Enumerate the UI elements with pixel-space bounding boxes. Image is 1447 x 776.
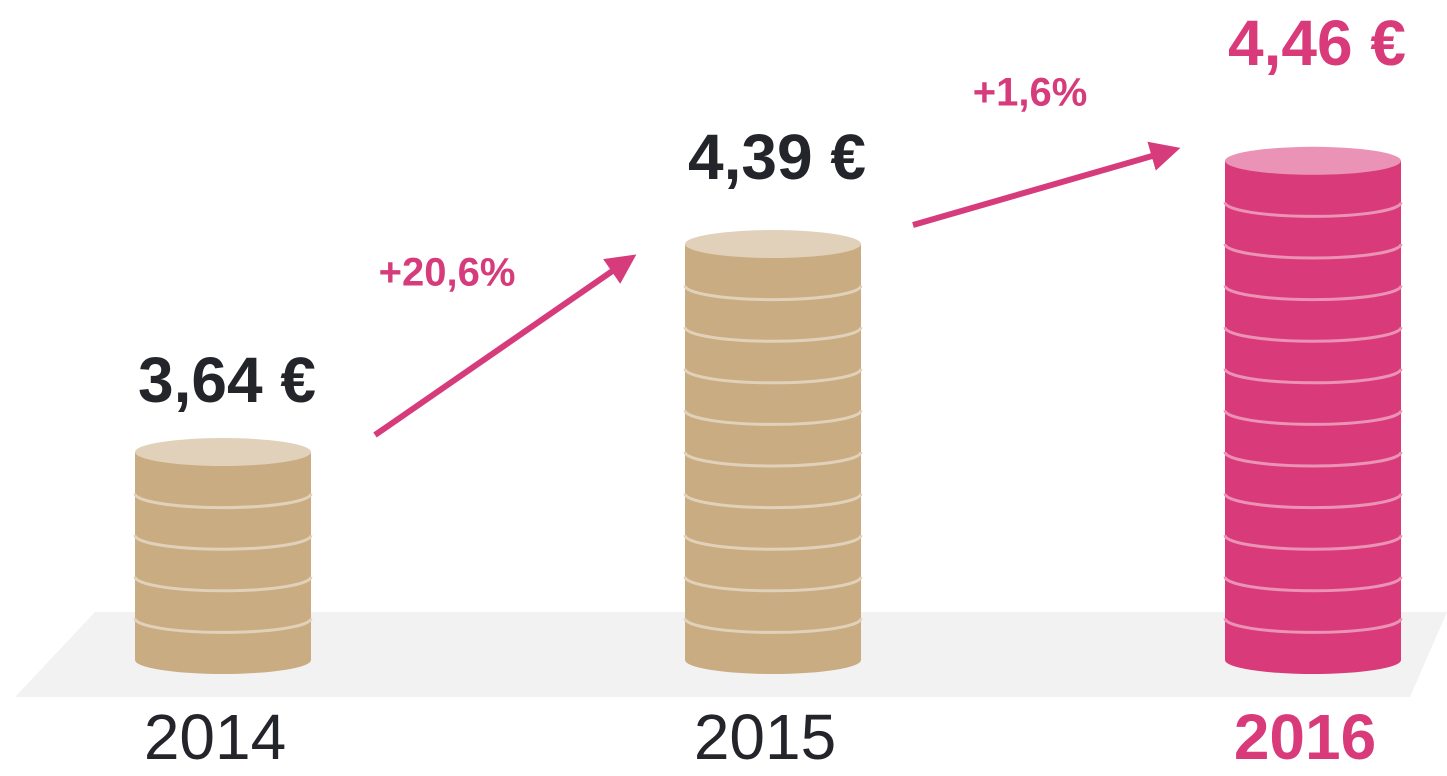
coin-body [1225,161,1401,660]
value-label: 4,46 € [1228,7,1406,79]
value-label: 3,64 € [138,344,316,416]
page: 3,64 € 2014 4,39 € 2015 4,46 € 2016 +20,6% +1,6… [0,0,1447,776]
coin-stack [685,230,861,674]
change-label: +1,6% [973,71,1088,115]
x-tick-label: 2016 [1234,701,1376,773]
coin-top [685,230,861,258]
coin-top [135,438,311,466]
change-arrow [913,152,1166,225]
value-label: 4,39 € [688,121,866,193]
x-tick-label: 2015 [694,701,836,773]
change-label: +20,6% [379,251,516,295]
coin-top [1225,147,1401,175]
x-tick-label: 2014 [144,701,286,773]
coin-stack [1225,147,1401,674]
chart: 3,64 € 2014 4,39 € 2015 4,46 € 2016 +20,6% +1,6… [0,0,1447,776]
coin-stack [135,438,311,674]
